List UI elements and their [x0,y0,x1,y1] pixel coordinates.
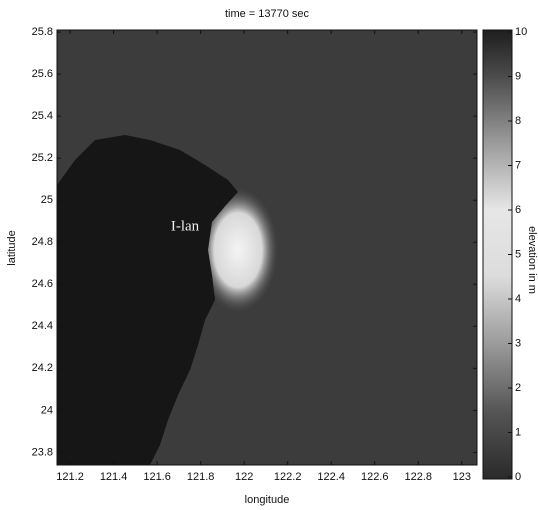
x-tick-label: 122.8 [404,471,432,483]
place-label: I-lan [171,218,200,234]
chart-title: time = 13770 sec [225,8,310,20]
colorbar-label: elevation in m [526,226,538,294]
colorbar-tick-label: 7 [515,159,521,171]
wave-crest [198,188,278,312]
colorbar-tick-label: 10 [515,26,527,38]
colorbar-tick-label: 1 [515,426,521,438]
x-axis-label: longitude [245,494,290,506]
y-tick-label: 24.8 [32,236,53,248]
x-tick-label: 122.4 [317,471,345,483]
colorbar-tick-label: 5 [515,248,521,260]
x-tick-label: 121.4 [100,471,128,483]
x-tick-label: 122.2 [274,471,302,483]
y-tick-label: 24.2 [32,362,53,374]
y-tick-label: 25 [41,194,53,206]
colorbar-tick-label: 4 [515,293,521,305]
x-tick-label: 122 [235,471,253,483]
colorbar-tick-label: 3 [515,337,521,349]
land [57,135,238,465]
x-tick-label: 122.6 [361,471,389,483]
y-tick-label: 24.4 [32,320,53,332]
colorbar-tick-label: 6 [515,204,521,216]
y-tick-label: 24.6 [32,278,53,290]
colorbar [482,29,513,480]
colorbar-tick-label: 8 [515,115,521,127]
x-tick-label: 123 [453,471,471,483]
y-tick-label: 24 [41,404,53,416]
y-tick-label: 23.8 [32,446,53,458]
y-tick-label: 25.8 [32,26,53,38]
plot-frame [56,29,478,466]
x-tick-label: 121.6 [143,471,171,483]
y-tick-label: 25.2 [32,152,53,164]
x-tick-label: 121.2 [56,471,84,483]
y-tick-label: 25.4 [32,110,53,122]
colorbar-tick-label: 0 [515,471,521,483]
colorbar-tick-label: 9 [515,70,521,82]
y-tick-label: 25.6 [32,68,53,80]
colorbar-tick-label: 2 [515,382,521,394]
y-axis-label: latitude [6,230,18,265]
x-tick-label: 121.8 [187,471,215,483]
